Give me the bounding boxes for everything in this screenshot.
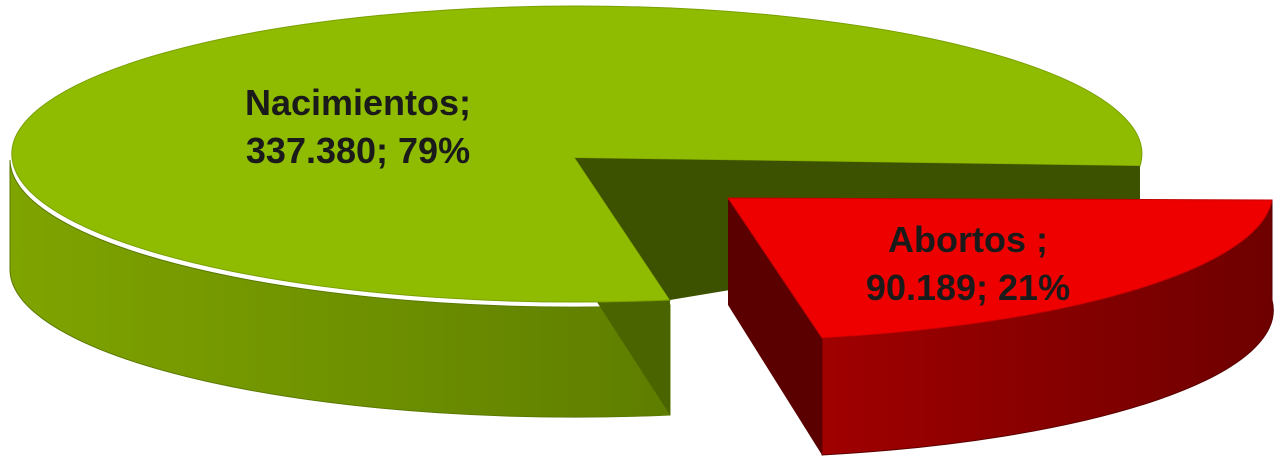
label-abortos-value: 90.189; 21% (866, 267, 1070, 308)
label-abortos-name: Abortos ; (888, 219, 1048, 260)
label-nacimientos-name: Nacimientos; (245, 82, 471, 123)
slice-abortos (727, 197, 1274, 456)
slice-nacimientos-top (11, 5, 1143, 303)
slice-nacimientos-gap (575, 158, 1140, 300)
label-nacimientos-value: 337.380; 79% (246, 130, 470, 171)
slice-abortos-top (727, 197, 1273, 339)
slice-abortos-inner (728, 198, 822, 455)
